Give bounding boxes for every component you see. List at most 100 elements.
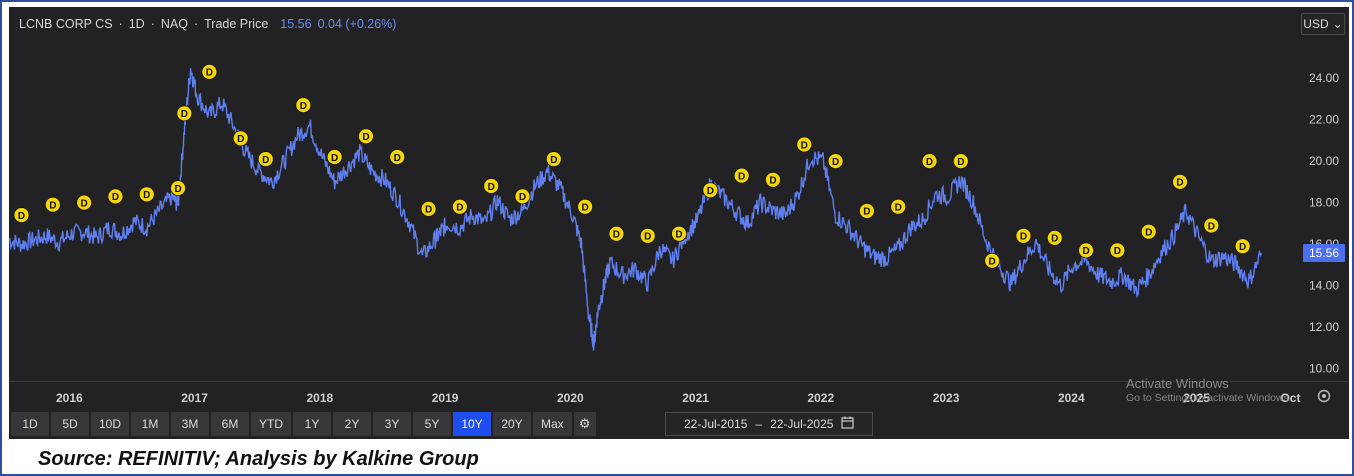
range-button-10d[interactable]: 10D: [91, 412, 130, 436]
dividend-marker[interactable]: D: [326, 149, 343, 165]
y-tick-label: 14.00: [1309, 279, 1339, 293]
separator: ·: [193, 17, 199, 31]
dividend-marker[interactable]: D: [1140, 223, 1157, 240]
x-tick-label: 2020: [557, 391, 584, 405]
dividend-marker[interactable]: D: [671, 225, 687, 242]
dividend-marker-label: D: [425, 205, 432, 216]
dividend-marker[interactable]: D: [545, 151, 562, 167]
dividend-marker[interactable]: D: [483, 178, 500, 194]
dividend-marker-label: D: [456, 203, 463, 214]
dividend-marker[interactable]: D: [138, 186, 155, 203]
dividend-marker-label: D: [957, 157, 964, 168]
range-button-1d[interactable]: 1D: [11, 412, 49, 436]
y-tick-label: 20.00: [1309, 154, 1339, 168]
dividend-marker[interactable]: D: [921, 153, 938, 170]
dividend-marker[interactable]: D: [577, 198, 594, 215]
x-tick-label: 2022: [807, 391, 834, 405]
dividend-marker[interactable]: D: [1109, 242, 1126, 259]
dividend-marker[interactable]: D: [389, 149, 406, 165]
dividend-marker[interactable]: D: [733, 167, 750, 184]
dividend-marker[interactable]: D: [796, 136, 813, 153]
dividend-marker-label: D: [519, 192, 526, 203]
y-tick-label: 18.00: [1309, 196, 1339, 210]
range-button-5y[interactable]: 5Y: [413, 412, 452, 436]
range-button-2y[interactable]: 2Y: [333, 412, 372, 436]
dividend-marker[interactable]: D: [952, 153, 969, 170]
dividend-marker[interactable]: D: [451, 198, 468, 215]
separator: ·: [150, 17, 155, 31]
dividend-marker[interactable]: D: [639, 227, 656, 244]
dividend-marker[interactable]: D: [608, 225, 625, 242]
dividend-marker-label: D: [1114, 246, 1121, 257]
last-price: 15.56: [280, 17, 312, 31]
calendar-icon[interactable]: [841, 416, 855, 432]
dividend-marker[interactable]: D: [514, 188, 531, 205]
dividend-marker[interactable]: D: [1203, 217, 1220, 234]
dividend-marker-label: D: [394, 153, 401, 164]
date-range-picker[interactable]: 22-Jul-2015 – 22-Jul-2025: [665, 412, 873, 436]
dividend-marker[interactable]: D: [702, 182, 719, 199]
range-button-5d[interactable]: 5D: [51, 412, 89, 436]
price-change: 0.04 (+0.26%): [317, 17, 397, 31]
dividend-marker[interactable]: D: [295, 97, 312, 113]
dividend-marker-label: D: [989, 257, 996, 268]
dividend-marker-label: D: [1208, 221, 1215, 232]
dividend-marker-label: D: [644, 232, 651, 243]
dividend-marker[interactable]: D: [176, 105, 193, 122]
chart-panel: 10.0012.0014.0016.0018.0020.0022.0024.00…: [9, 7, 1349, 439]
dividend-marker[interactable]: D: [232, 130, 249, 147]
dividend-marker[interactable]: D: [984, 252, 1001, 269]
dividend-marker[interactable]: D: [257, 151, 274, 167]
dividend-marker-label: D: [1239, 242, 1246, 253]
gear-icon[interactable]: ⚙: [573, 412, 596, 436]
dividend-marker[interactable]: D: [1078, 242, 1094, 259]
price-chart[interactable]: 10.0012.0014.0016.0018.0020.0022.0024.00…: [9, 7, 1349, 439]
range-button-10y[interactable]: 10Y: [453, 412, 492, 436]
x-tick-label: 2017: [181, 391, 208, 405]
dividend-marker[interactable]: D: [765, 171, 781, 188]
dividend-marker-label: D: [262, 155, 269, 166]
dividend-marker[interactable]: D: [1172, 173, 1188, 190]
dividend-marker-label: D: [926, 157, 933, 168]
dividend-marker[interactable]: D: [170, 180, 186, 197]
range-button-3y[interactable]: 3Y: [373, 412, 412, 436]
dividend-marker[interactable]: D: [44, 196, 61, 213]
dividend-marker[interactable]: D: [76, 194, 93, 211]
dividend-marker[interactable]: D: [1046, 229, 1063, 246]
range-button-3m[interactable]: 3M: [171, 412, 210, 436]
instrument-name: LCNB CORP CS: [19, 17, 113, 31]
y-tick-label: 24.00: [1309, 71, 1339, 85]
dividend-marker[interactable]: D: [1015, 227, 1032, 244]
dividend-marker[interactable]: D: [859, 203, 875, 219]
dividend-marker-label: D: [81, 198, 88, 209]
dividend-marker-label: D: [1020, 232, 1027, 243]
date-separator: –: [755, 417, 763, 431]
chart-header: LCNB CORP CS · 1D · NAQ · Trade Price 15…: [19, 15, 396, 33]
range-button-6m[interactable]: 6M: [211, 412, 250, 436]
range-button-1m[interactable]: 1M: [131, 412, 170, 436]
dividend-marker[interactable]: D: [358, 128, 374, 145]
range-button-max[interactable]: Max: [533, 412, 572, 436]
dividend-marker[interactable]: D: [827, 153, 844, 170]
dividend-marker-label: D: [550, 155, 557, 166]
dividend-marker-label: D: [174, 184, 181, 195]
dividend-marker[interactable]: D: [107, 188, 124, 205]
range-button-1y[interactable]: 1Y: [293, 412, 332, 436]
dividend-marker-label: D: [801, 140, 808, 151]
dividend-marker[interactable]: D: [201, 64, 218, 80]
dividend-marker-label: D: [206, 68, 213, 79]
range-button-20y[interactable]: 20Y: [493, 412, 532, 436]
price-type-label: Trade Price: [204, 17, 269, 31]
range-button-ytd[interactable]: YTD: [251, 412, 292, 436]
dividend-marker[interactable]: D: [1234, 238, 1251, 255]
dividend-marker-label: D: [675, 230, 682, 241]
currency-selector[interactable]: USD ⌄: [1301, 13, 1345, 35]
x-tick-label: 2021: [682, 391, 709, 405]
dividend-marker-label: D: [143, 190, 150, 201]
dividend-marker-label: D: [707, 186, 714, 197]
dividend-marker[interactable]: D: [13, 207, 30, 223]
dividend-marker[interactable]: D: [890, 198, 907, 215]
x-tick-label: 2016: [56, 391, 83, 405]
dividend-marker[interactable]: D: [420, 200, 437, 217]
axis-settings-icon[interactable]: [1313, 385, 1335, 407]
